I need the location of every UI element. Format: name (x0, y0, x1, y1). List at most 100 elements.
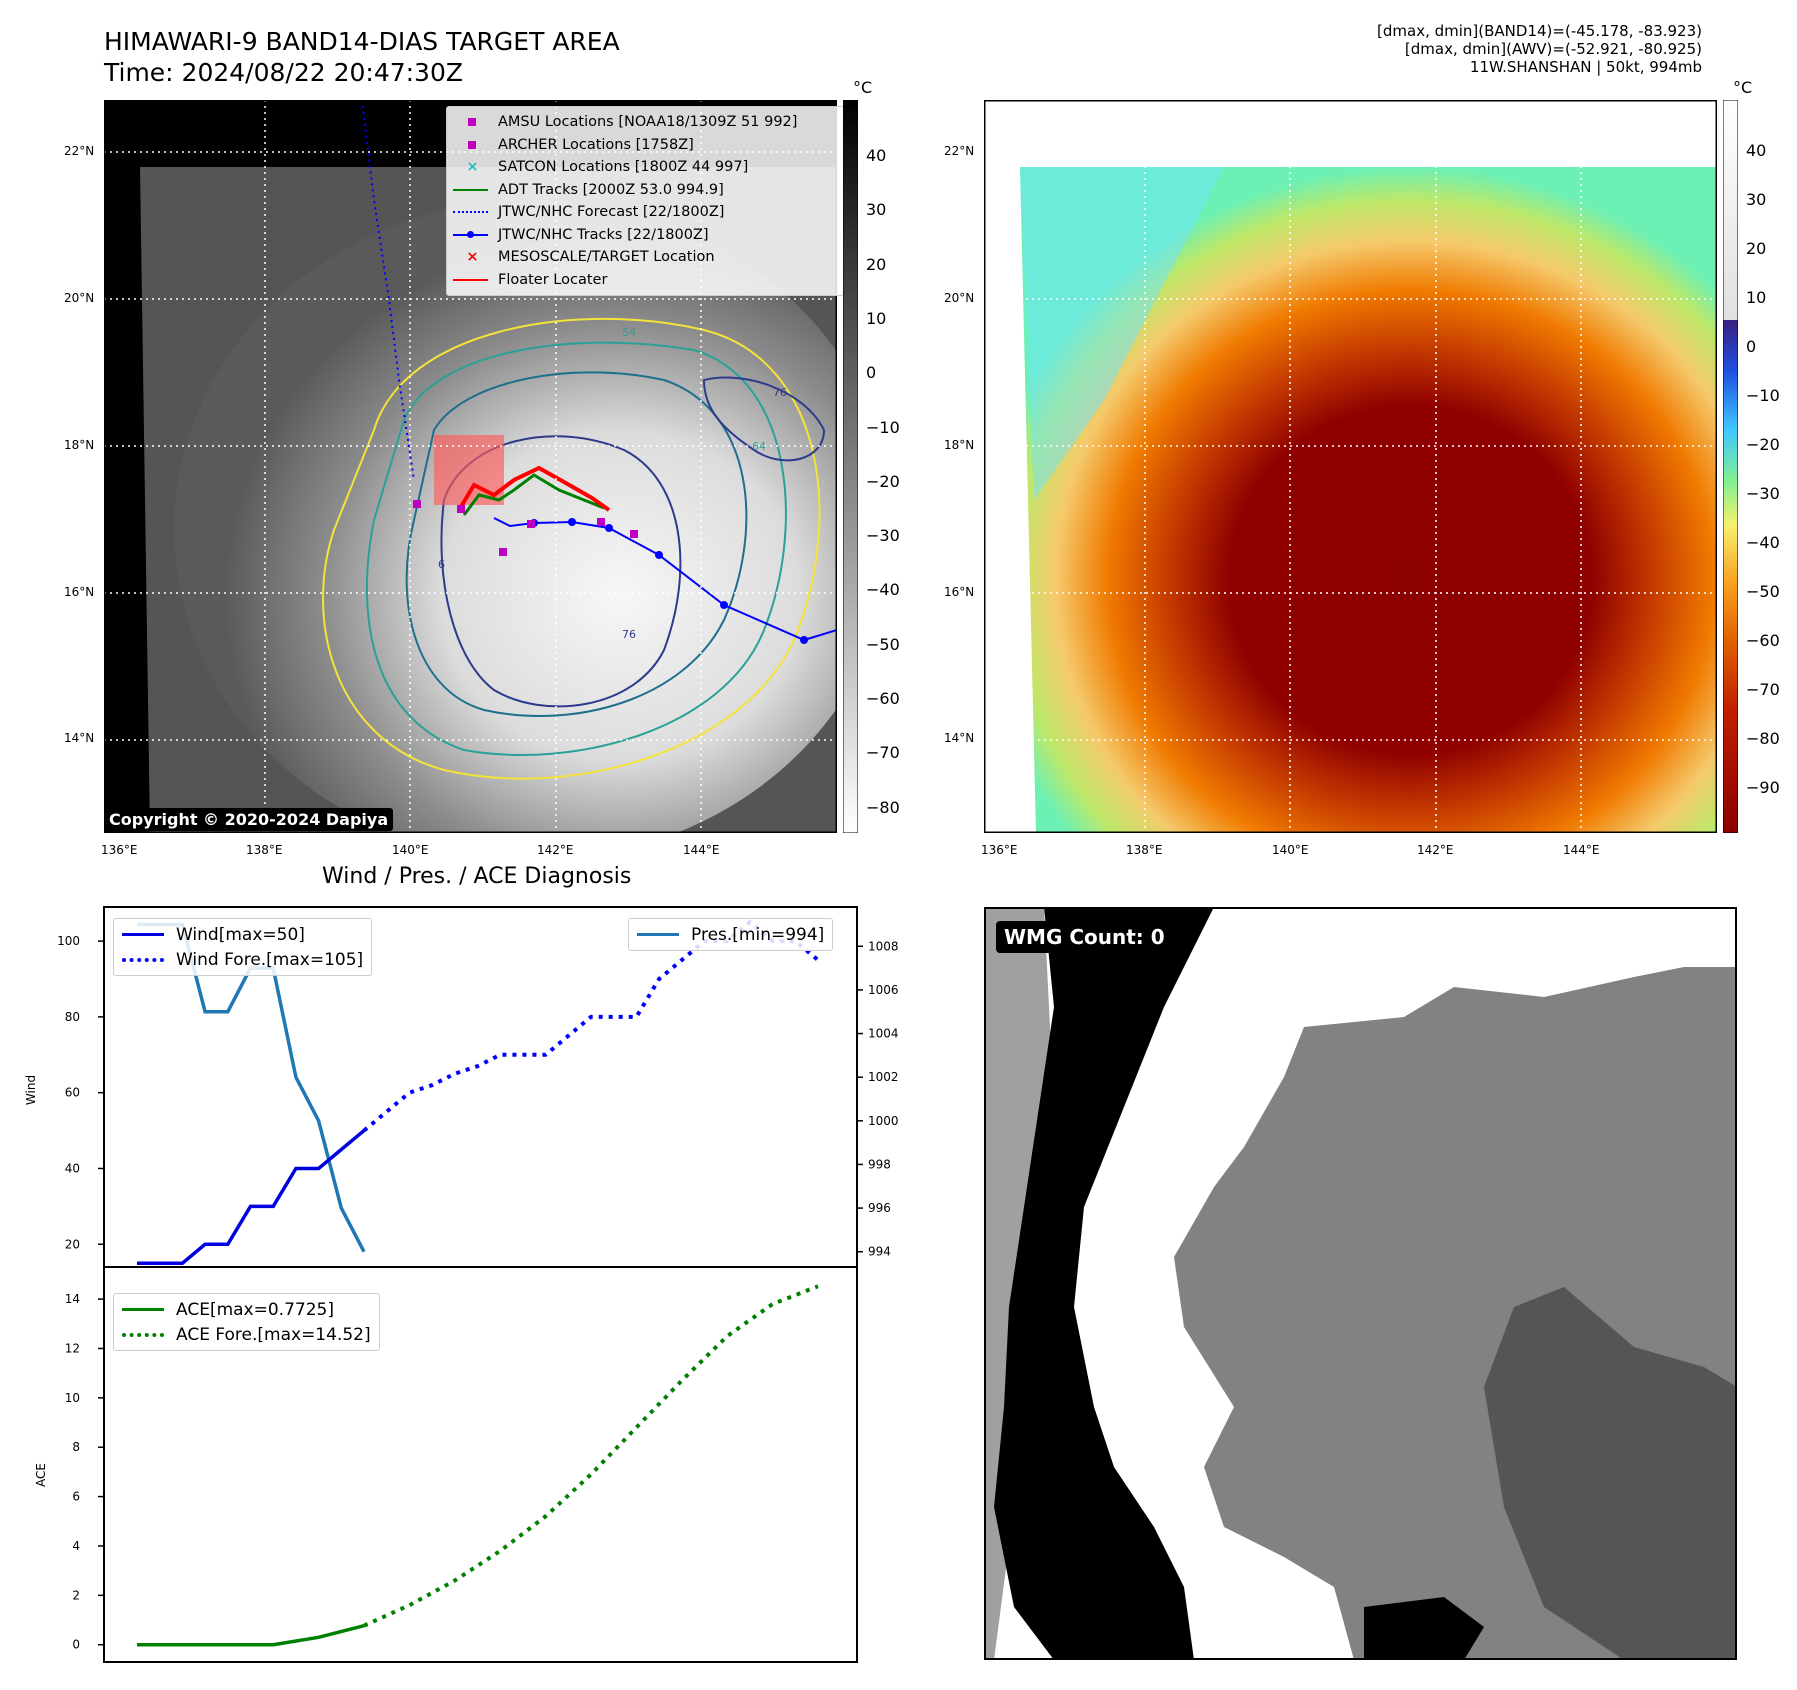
colorbar-tick-label: −60 (866, 689, 900, 708)
storm-info: 11W.SHANSHAN | 50kt, 994mb (1469, 58, 1702, 76)
colorbar-tick-label: 10 (1746, 288, 1767, 307)
pressure-tick-label: 998 (868, 1157, 891, 1171)
x-marker-icon: × (466, 159, 479, 176)
contour-label: 76 (773, 386, 787, 399)
colorbar-tick-label: 0 (866, 363, 877, 383)
colorbar-tick-label: 20 (1746, 239, 1767, 258)
lat-label: 18°N (944, 438, 975, 452)
awv-colorbar (1723, 100, 1738, 833)
legend-item-wind: Wind[max=50] (122, 922, 363, 947)
lat-label: 22°N (944, 144, 975, 158)
pressure-tick-label: 1004 (868, 1027, 899, 1041)
lat-label: 20°N (64, 291, 95, 305)
legend-item-mesoscale: × MESOSCALE/TARGET Location (466, 249, 715, 266)
wmg-panel (984, 907, 1737, 1660)
square-marker-icon (468, 140, 476, 149)
colorbar-tick-label: −50 (1746, 582, 1780, 601)
solid-line-icon (122, 933, 164, 936)
chart-title: Wind / Pres. / ACE Diagnosis (322, 864, 632, 889)
ace-tick-label: 14 (65, 1292, 80, 1306)
x-marker-icon: × (466, 249, 479, 266)
lon-label: 140°E (392, 843, 429, 857)
legend-item-pressure: Pres.[min=994] (637, 922, 824, 947)
pressure-tick-label: 994 (868, 1245, 891, 1259)
wind-tick-label: 40 (65, 1161, 80, 1175)
colorbar-tick-label: −40 (1746, 533, 1780, 552)
colorbar-tick-label: −20 (866, 471, 900, 491)
wind-forecast-line (362, 919, 820, 1133)
square-marker-icon (468, 118, 476, 127)
colorbar-tick-label: −80 (866, 797, 900, 817)
wind-tick-label: 100 (57, 934, 80, 948)
pressure-tick-label: 1002 (868, 1070, 899, 1084)
colorbar-tick-label: 30 (1746, 190, 1767, 209)
lon-label: 142°E (1417, 843, 1454, 857)
colorbar-tick-label: −30 (866, 526, 900, 546)
colorbar-tick-label: −10 (866, 417, 900, 437)
lon-label: 140°E (1272, 843, 1309, 857)
lat-label: 20°N (944, 291, 975, 305)
colorbar-tick-label: −60 (1746, 631, 1780, 650)
colorbar-tick-label: 40 (1746, 141, 1767, 160)
solid-line-icon (122, 1308, 164, 1311)
legend-item-wind-forecast: Wind Fore.[max=105] (122, 947, 363, 972)
solid-line-icon (637, 933, 679, 936)
colorbar-tick-label: −50 (866, 634, 900, 654)
title-line-1: HIMAWARI-9 BAND14-DIAS TARGET AREA (104, 27, 620, 56)
pressure-legend: Pres.[min=994] (628, 918, 834, 951)
lat-label: 22°N (64, 144, 95, 158)
legend-item-jtwc-forecast: JTWC/NHC Forecast [22/1800Z] (453, 201, 837, 224)
figure-title: HIMAWARI-9 BAND14-DIAS TARGET AREA Time:… (104, 26, 620, 88)
colorbar-unit: °C (853, 78, 873, 97)
wind-tick-label: 20 (65, 1237, 80, 1251)
intensity-info: [dmax, dmin](BAND14)=(-45.178, -83.923) … (1377, 22, 1702, 76)
colorbar-tick-label: −80 (1746, 729, 1780, 748)
colorbar-tick-label: −70 (1746, 680, 1780, 699)
lat-label: 16°N (64, 585, 95, 599)
map-legend: AMSU Locations [NOAA18/1309Z 51 992] ARC… (446, 106, 844, 296)
legend-item-amsu: AMSU Locations [NOAA18/1309Z 51 992] (453, 111, 837, 134)
title-line-2: Time: 2024/08/22 20:47:30Z (104, 58, 463, 87)
pressure-tick-label: 1008 (868, 939, 899, 953)
ace-tick-label: 10 (65, 1391, 80, 1405)
band14-colorbar (843, 100, 858, 833)
ace-axis-label: ACE (34, 1463, 48, 1487)
pressure-tick-label: 1000 (868, 1114, 899, 1128)
ace-legend: ACE[max=0.7725] ACE Fore.[max=14.52] (113, 1293, 380, 1351)
colorbar-tick-label: −30 (1746, 484, 1780, 503)
awv-range: [dmax, dmin](AWV)=(-52.921, -80.925) (1404, 40, 1702, 58)
colorbar-tick-label: −40 (866, 580, 900, 600)
colorbar-tick-label: 40 (866, 146, 887, 165)
wmg-count-badge: WMG Count: 0 (996, 921, 1173, 953)
ace-tick-label: 6 (72, 1490, 80, 1504)
colorbar-tick-label: −70 (866, 743, 900, 763)
lat-label: 14°N (944, 731, 975, 745)
lon-label: 136°E (981, 843, 1018, 857)
lon-label: 136°E (101, 843, 138, 857)
band14-range: [dmax, dmin](BAND14)=(-45.178, -83.923) (1377, 22, 1702, 40)
lon-label: 138°E (246, 843, 283, 857)
ace-tick-label: 0 (72, 1638, 80, 1652)
dotted-line-icon (453, 211, 488, 214)
legend-item-adt: ADT Tracks [2000Z 53.0 994.9] (453, 179, 837, 202)
ace-line (137, 1623, 365, 1647)
dotted-line-icon (122, 957, 164, 962)
colorbar-tick-label: 10 (866, 308, 887, 328)
contour-label: 6 (438, 558, 445, 571)
legend-item-ace-forecast: ACE Fore.[max=14.52] (122, 1322, 371, 1347)
lon-label: 142°E (537, 843, 574, 857)
solid-line-icon (453, 278, 488, 281)
ace-tick-label: 4 (72, 1539, 80, 1553)
solid-line-icon (453, 188, 488, 191)
legend-item-satcon: × SATCON Locations [1800Z 44 997] (466, 159, 749, 176)
contour-label: 76 (622, 628, 636, 641)
colorbar-tick-label: −90 (1746, 778, 1780, 797)
lat-label: 14°N (64, 731, 95, 745)
lon-label: 144°E (1563, 843, 1600, 857)
wind-tick-label: 60 (65, 1086, 80, 1100)
colorbar-unit: °C (1733, 78, 1753, 97)
contour-label: 64 (752, 440, 766, 453)
wind-axis-label: Wind (24, 1075, 38, 1105)
ace-tick-label: 2 (72, 1588, 80, 1602)
lon-label: 138°E (1126, 843, 1163, 857)
